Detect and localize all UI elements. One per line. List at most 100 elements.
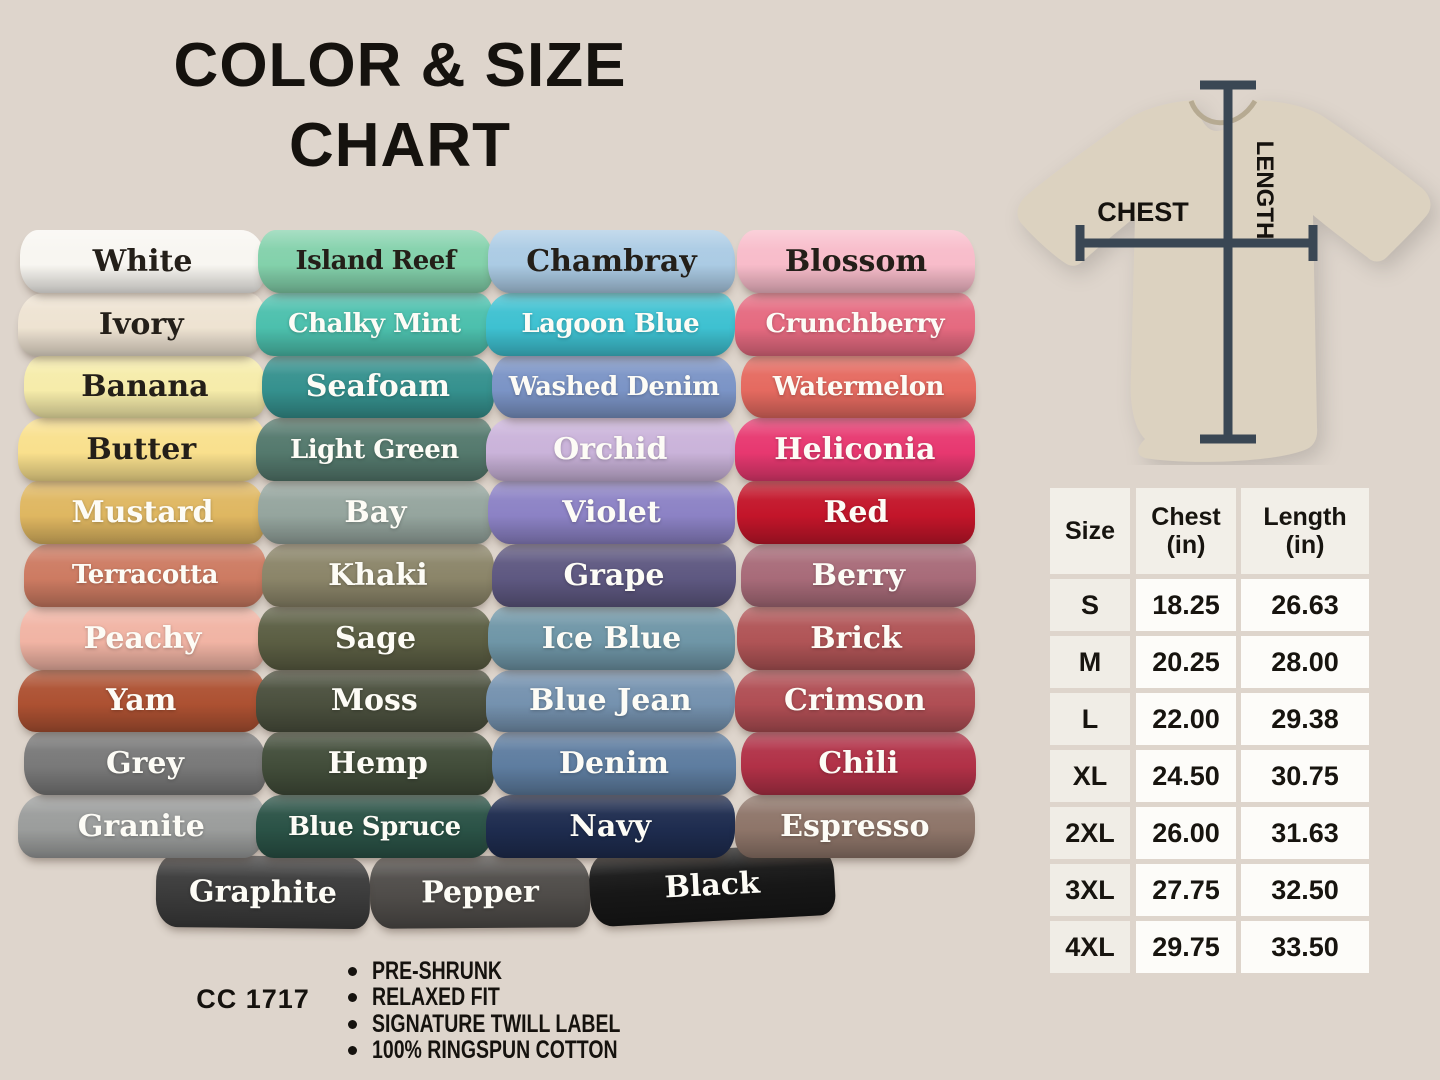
color-swatch-island-reef: Island Reef: [258, 230, 493, 293]
size-table-column-size: Size S M L XL 2XL 3XL 4XL: [1050, 488, 1130, 973]
size-table-cell-M-size: M: [1050, 636, 1130, 688]
color-swatch-peachy: Peachy: [20, 606, 265, 670]
size-table-column-length: Length (in) 26.63 28.00 29.38 30.75 31.63 32.50…: [1241, 488, 1369, 973]
color-name: Crunchberry: [765, 309, 945, 340]
title-line-1: COLOR & SIZE: [173, 31, 627, 100]
color-swatch-lagoon-blue: Lagoon Blue: [485, 292, 736, 356]
color-swatch-red: Red: [737, 481, 975, 544]
color-swatch-moss: Moss: [255, 669, 494, 733]
color-name: Grape: [563, 557, 665, 593]
size-table-cell-3XL-length: 32.50: [1241, 864, 1369, 916]
color-swatch-khaki: Khaki: [261, 543, 495, 607]
color-name: Berry: [811, 557, 906, 593]
color-name: Graphite: [188, 873, 338, 911]
color-swatch-bay: Bay: [258, 481, 493, 544]
size-table-cell-4XL-chest: 29.75: [1136, 921, 1236, 973]
color-name: Island Reef: [295, 246, 456, 277]
color-name: Pepper: [421, 874, 539, 910]
color-swatch-denim: Denim: [491, 732, 737, 796]
color-name: Heliconia: [774, 432, 936, 468]
color-name: Blue Jean: [528, 683, 692, 719]
feature-text: PRE-SHRUNK: [372, 956, 503, 985]
color-name: Hemp: [327, 746, 428, 782]
color-swatch-chambray: Chambray: [488, 230, 735, 293]
color-grid: White Ivory Banana Butter Mustard Terracotta P…: [0, 230, 982, 858]
size-table-cell-S-length: 26.63: [1241, 579, 1369, 631]
size-table-cell-4XL-length: 33.50: [1241, 921, 1369, 973]
color-name: Peachy: [83, 620, 202, 656]
feature-text: RELAXED FIT: [372, 983, 500, 1012]
feature-list: PRE-SHRUNK RELAXED FIT SIGNATURE TWILL LAB…: [348, 956, 691, 1065]
color-swatch-violet: Violet: [488, 481, 735, 544]
color-name: Moss: [330, 683, 418, 719]
color-swatch-banana: Banana: [23, 355, 267, 419]
color-name: Crimson: [784, 683, 926, 719]
color-swatch-graphite: Graphite: [155, 854, 371, 930]
size-table-cell-XL-chest: 24.50: [1136, 750, 1236, 802]
size-table-header-size: Size: [1050, 488, 1130, 574]
color-name: Chambray: [526, 243, 697, 279]
size-table-cell-2XL-chest: 26.00: [1136, 807, 1236, 859]
color-name: Granite: [77, 809, 205, 845]
bullet-icon: [348, 1046, 357, 1056]
color-swatch-mustard: Mustard: [20, 481, 265, 544]
color-name: Navy: [569, 809, 652, 845]
color-name: White: [92, 243, 193, 279]
color-name: Lagoon Blue: [521, 309, 700, 340]
measurement-lines: [1075, 80, 1318, 444]
size-table-cell-XL-length: 30.75: [1241, 750, 1369, 802]
color-name: Terracotta: [71, 560, 219, 591]
color-swatch-watermelon: Watermelon: [740, 355, 977, 419]
color-name: Black: [663, 865, 761, 905]
size-table-cell-M-length: 28.00: [1241, 636, 1369, 688]
color-name: Yam: [106, 683, 177, 719]
color-swatch-grape: Grape: [491, 543, 737, 607]
feature-item: PRE-SHRUNK: [348, 956, 691, 985]
color-name: Banana: [81, 369, 209, 405]
title-line-2: CHART: [289, 111, 511, 180]
color-swatch-sage: Sage: [258, 606, 493, 670]
tshirt-collar: [1188, 99, 1258, 126]
color-swatch-hemp: Hemp: [261, 732, 495, 796]
length-label: LENGTH: [1251, 141, 1278, 240]
color-name: Ivory: [98, 306, 184, 342]
size-table-header-length: Length (in): [1241, 488, 1369, 574]
color-swatch-ivory: Ivory: [17, 292, 266, 356]
color-name: Espresso: [780, 809, 930, 845]
chest-label: CHEST: [1097, 197, 1189, 227]
size-table-cell-L-size: L: [1050, 693, 1130, 745]
size-table-cell-2XL-length: 31.63: [1241, 807, 1369, 859]
feature-text: 100% RINGSPUN COTTON: [372, 1036, 618, 1065]
color-grid-bottom-row: Graphite Pepper Black: [155, 842, 837, 930]
size-table-cell-L-chest: 22.00: [1136, 693, 1236, 745]
color-swatch-crimson: Crimson: [734, 669, 976, 733]
color-swatch-light-green: Light Green: [255, 418, 494, 482]
color-name: Chalky Mint: [288, 309, 461, 340]
feature-item: SIGNATURE TWILL LABEL: [348, 1009, 691, 1038]
color-name: Watermelon: [772, 371, 945, 402]
color-name: Denim: [558, 746, 669, 782]
color-grid-column-1: White Ivory Banana Butter Mustard Terracotta P…: [17, 230, 267, 858]
color-grid-column-2: Island Reef Chalky Mint Seafoam Light Green…: [255, 230, 495, 858]
color-swatch-granite: Granite: [17, 795, 266, 858]
color-swatch-seafoam: Seafoam: [261, 355, 495, 419]
color-swatch-white: White: [20, 230, 265, 293]
color-swatch-washed-denim: Washed Denim: [491, 355, 737, 419]
color-swatch-berry: Berry: [740, 543, 977, 607]
feature-item: 100% RINGSPUN COTTON: [348, 1036, 691, 1065]
color-name: Chili: [818, 746, 899, 782]
color-name: Blue Spruce: [287, 811, 461, 842]
color-name: Brick: [810, 620, 902, 656]
size-table-cell-4XL-size: 4XL: [1050, 921, 1130, 973]
color-swatch-ice-blue: Ice Blue: [488, 606, 735, 670]
feature-text: SIGNATURE TWILL LABEL: [372, 1009, 621, 1038]
color-swatch-blue-spruce: Blue Spruce: [255, 795, 494, 858]
color-name: Sage: [334, 620, 417, 656]
size-table-cell-S-size: S: [1050, 579, 1130, 631]
color-swatch-blossom: Blossom: [737, 230, 975, 293]
size-table-cell-XL-size: XL: [1050, 750, 1130, 802]
color-name: Ice Blue: [541, 620, 682, 656]
color-name: Washed Denim: [508, 371, 720, 402]
color-swatch-grey: Grey: [23, 732, 267, 796]
